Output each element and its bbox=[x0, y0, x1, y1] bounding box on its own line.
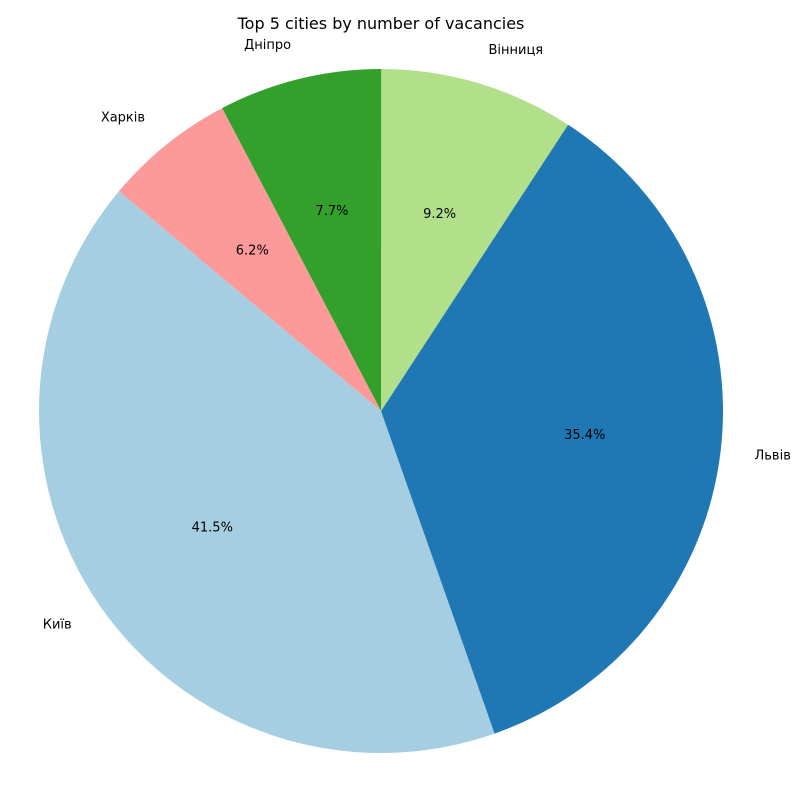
pie-slices bbox=[38, 69, 724, 754]
value-label-2: 35.4% bbox=[564, 428, 605, 443]
category-label-4: Дніпро bbox=[244, 38, 291, 53]
pie-labels: Київ 41.5% Львів 35.4% Вінниця 9.2% Дніпро 7.7%… bbox=[43, 38, 791, 632]
value-label-4: 7.7% bbox=[315, 204, 348, 219]
pie-slice-2 bbox=[381, 124, 724, 734]
category-label-5: Харків bbox=[101, 110, 145, 125]
value-label-3: 9.2% bbox=[423, 207, 456, 222]
category-label-1: Київ bbox=[43, 618, 72, 633]
pie-slice-5 bbox=[119, 108, 381, 412]
pie-slice-4 bbox=[222, 69, 382, 412]
pie-slice-3 bbox=[381, 69, 569, 411]
chart-title: Top 5 cities by number of vacancies bbox=[237, 14, 525, 33]
pie-slice-1 bbox=[38, 191, 495, 754]
value-label-1: 41.5% bbox=[192, 520, 233, 535]
category-label-2: Львів bbox=[754, 449, 790, 464]
value-label-5: 6.2% bbox=[236, 244, 269, 259]
category-label-3: Вінниця bbox=[488, 43, 543, 58]
